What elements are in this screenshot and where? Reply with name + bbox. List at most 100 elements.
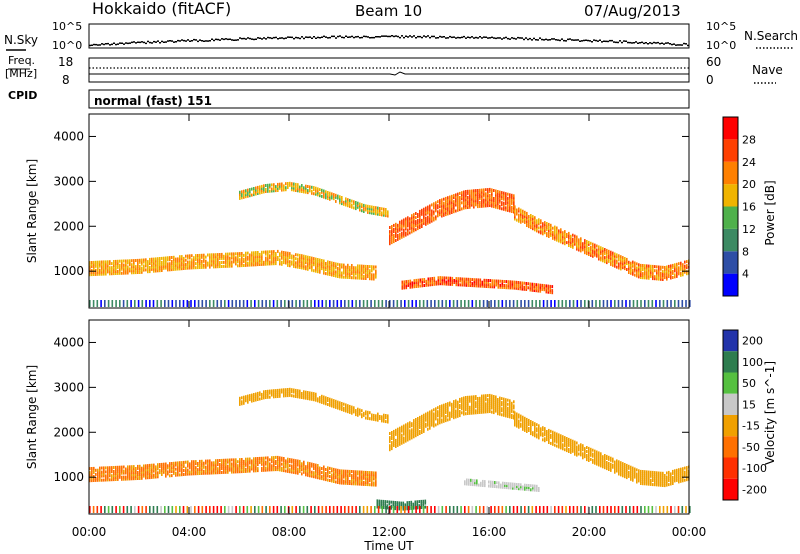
- cell-0-1495: [475, 197, 477, 201]
- cell-0-138: [131, 259, 133, 263]
- nsky-point-137: [363, 35, 365, 38]
- cell-0-803: [349, 265, 351, 269]
- cell-1-1641: [507, 398, 509, 402]
- cell-0-1418: [457, 206, 459, 210]
- cell-1-622: [291, 460, 293, 464]
- cell-0-2350: [483, 282, 486, 286]
- cell-1-541: [265, 466, 267, 470]
- cell-0-710: [321, 267, 323, 271]
- cell-1-669: [307, 467, 309, 471]
- noise-0-2622: [629, 300, 631, 307]
- cell-0-459: [237, 252, 239, 256]
- cell-0-49: [103, 266, 105, 270]
- cell-0-23: [95, 264, 97, 268]
- cell-0-244: [167, 268, 169, 272]
- cell-0-953: [277, 189, 279, 192]
- cell-0-1217: [405, 221, 407, 225]
- cell-1-592: [281, 458, 283, 462]
- cell-1-72: [113, 476, 115, 480]
- cell-0-1381: [447, 200, 449, 204]
- cell-0-1994: [622, 264, 624, 268]
- cell-0-109: [123, 271, 125, 275]
- cell-1-874: [371, 471, 373, 475]
- cell-0-1917: [598, 253, 600, 257]
- cell-1-1878: [584, 451, 586, 455]
- cell-1-1920: [598, 457, 600, 461]
- noise-0-2576: [456, 300, 459, 307]
- cell-0-2419: [519, 281, 522, 285]
- cell-1-913: [253, 399, 255, 403]
- cell-1-916: [253, 393, 255, 396]
- cell-0-2034: [636, 272, 638, 276]
- cell-1-983: [291, 394, 293, 398]
- nsky-point-177: [443, 36, 445, 38]
- cell-1-531: [261, 458, 263, 462]
- cell-0-847: [363, 264, 365, 268]
- cell-1-1722: [532, 433, 534, 437]
- cell-1-261: [173, 461, 175, 465]
- nsky-point-107: [303, 37, 305, 40]
- cell-1-1052: [329, 403, 331, 407]
- cell-1-312: [191, 464, 193, 468]
- cell-1-416: [225, 470, 227, 474]
- cell-1-1557: [487, 400, 489, 404]
- cell-0-7: [91, 273, 93, 277]
- cell-1-1931: [602, 465, 604, 469]
- nsky-point-125: [339, 35, 341, 37]
- cell-0-343: [199, 264, 201, 267]
- cell-1-1749: [542, 438, 544, 442]
- cell-1-858: [367, 477, 369, 481]
- cell-1-48: [105, 476, 107, 480]
- cell-0-2475: [551, 291, 554, 295]
- cell-0-2011: [628, 266, 630, 270]
- cell-1-1159: [389, 438, 391, 442]
- cell-0-1116: [371, 209, 373, 213]
- cell-0-818: [355, 270, 357, 274]
- cell-1-1510: [477, 411, 479, 415]
- cell-0-2454: [539, 287, 542, 291]
- cell-1-1899: [592, 458, 594, 462]
- cell-0-1660: [514, 211, 516, 215]
- cell-0-1231: [409, 223, 411, 227]
- cell-0-371: [209, 261, 211, 265]
- cell-0-1083: [353, 206, 355, 210]
- cell-0-763: [337, 270, 339, 274]
- cell-0-1798: [558, 231, 560, 235]
- cell-0-210: [155, 259, 157, 263]
- cell-1-1640: [507, 402, 509, 406]
- cell-0-1871: [584, 251, 586, 255]
- cell-1-819: [355, 474, 357, 478]
- cell-0-2077: [648, 268, 650, 272]
- noise-0-2506: [194, 300, 196, 307]
- cell-1-39: [101, 470, 103, 474]
- cell-1-1467: [465, 398, 467, 401]
- cell-0-1119: [373, 211, 375, 215]
- cell-0-1640: [511, 210, 513, 213]
- cell-1-1778: [552, 438, 554, 442]
- cell-1-80: [115, 472, 117, 475]
- cell-1-404: [221, 467, 223, 470]
- cell-1-605: [285, 459, 287, 463]
- cell-1-1174: [393, 436, 395, 439]
- noise-0-2556: [381, 300, 384, 307]
- cell-0-1908: [594, 245, 596, 249]
- cell-1-685: [313, 475, 315, 479]
- cell-1-1058: [331, 400, 333, 404]
- cell-1-1136: [377, 416, 379, 420]
- cell-0-1845: [574, 236, 576, 240]
- cell-0-721: [323, 259, 325, 263]
- cell-1-1539: [483, 402, 485, 406]
- cell-0-92: [117, 269, 119, 273]
- station-title: Hokkaido (fitACF): [92, 0, 231, 18]
- cell-0-994: [301, 190, 303, 193]
- cell-0-636: [297, 253, 299, 257]
- cell-1-1838: [570, 442, 572, 446]
- cell-1-1288: [421, 428, 423, 432]
- cell-0-1700: [528, 225, 530, 229]
- cell-0-1649: [513, 208, 515, 212]
- cell-1-2020: [630, 473, 632, 477]
- cell-0-1266: [419, 226, 421, 229]
- cell-0-1330: [435, 215, 437, 219]
- cell-0-166: [141, 266, 143, 270]
- cell-0-680: [311, 262, 313, 266]
